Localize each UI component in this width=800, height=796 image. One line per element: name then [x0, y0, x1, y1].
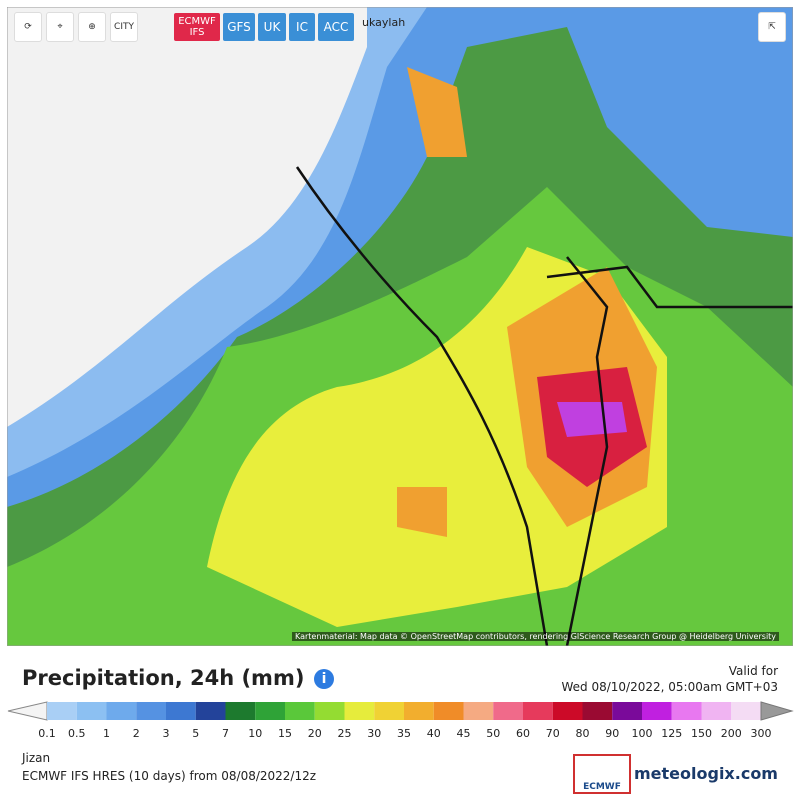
legend-label: 150 — [691, 727, 712, 740]
legend-swatch — [731, 702, 761, 720]
legend-swatch — [225, 702, 256, 720]
legend-swatch — [701, 702, 732, 720]
legend-label: 100 — [632, 727, 653, 740]
legend-swatch — [106, 702, 137, 720]
legend-label: 3 — [163, 727, 170, 740]
legend-label: 0.5 — [68, 727, 86, 740]
valid-label: Valid for — [728, 664, 778, 678]
model-button[interactable]: ACC — [318, 13, 354, 41]
legend-swatch — [612, 702, 642, 720]
legend-swatch — [47, 702, 77, 720]
legend-swatch — [344, 702, 375, 720]
legend-label: 2 — [133, 727, 140, 740]
info-button[interactable]: i — [314, 669, 334, 689]
legend-label: 30 — [367, 727, 381, 740]
legend-label: 25 — [338, 727, 352, 740]
legend-swatch — [433, 702, 464, 720]
legend-label: 35 — [397, 727, 411, 740]
legend-swatch — [463, 702, 494, 720]
legend-arrow-left — [7, 701, 48, 721]
legend-swatch — [582, 702, 613, 720]
zoom-button[interactable]: ⊕ — [78, 12, 106, 42]
map — [7, 7, 793, 646]
location-button[interactable]: ⌖ — [46, 12, 74, 42]
legend-label: 1 — [103, 727, 110, 740]
legend-swatch — [493, 702, 523, 720]
legend-swatch — [285, 702, 315, 720]
legend-label: 0.1 — [38, 727, 56, 740]
refresh-button[interactable]: ⟳ — [14, 12, 42, 42]
legend-label: 40 — [427, 727, 441, 740]
legend-label: 5 — [192, 727, 199, 740]
legend-arrow-right — [760, 701, 794, 721]
model-button[interactable]: IC — [289, 13, 315, 41]
share-button[interactable]: ⇱ — [758, 12, 786, 42]
legend-swatch — [523, 702, 553, 720]
legend-label: 125 — [661, 727, 682, 740]
model-button[interactable]: ECMWF IFS — [174, 13, 220, 41]
legend-swatch — [136, 702, 166, 720]
legend-label: 300 — [751, 727, 772, 740]
legend-label: 20 — [308, 727, 322, 740]
model-button[interactable]: GFS — [223, 13, 255, 41]
legend-swatch — [552, 702, 583, 720]
legend-swatch — [374, 702, 404, 720]
legend-swatch — [255, 702, 285, 720]
legend-swatch — [166, 702, 196, 720]
legend-swatch — [404, 702, 434, 720]
place-label: ukaylah — [362, 16, 406, 29]
valid-time: Wed 08/10/2022, 05:00am GMT+03 — [561, 680, 778, 694]
attribution: Kartenmaterial: Map data © OpenStreetMap… — [292, 632, 780, 641]
legend-label: 70 — [546, 727, 560, 740]
brand: meteologix.com — [634, 764, 778, 783]
legend-label: 50 — [486, 727, 500, 740]
legend-swatch — [671, 702, 702, 720]
legend-swatch — [314, 702, 345, 720]
legend-label: 45 — [457, 727, 471, 740]
legend-label: 200 — [721, 727, 742, 740]
model-button[interactable]: UK — [258, 13, 286, 41]
legend-label: 60 — [516, 727, 530, 740]
legend-label: 7 — [222, 727, 229, 740]
legend-swatch — [76, 702, 107, 720]
model-info: ECMWF IFS HRES (10 days) from 08/08/2022… — [22, 769, 317, 783]
legend: 0.1 0.5 1 2 3 5 7 10 15 20 25 30 35 40 45 50 60 70 80 90 100… — [7, 701, 794, 740]
legend-label: 15 — [278, 727, 292, 740]
legend-label: 90 — [605, 727, 619, 740]
city-button[interactable]: CITY — [110, 12, 138, 42]
title: Precipitation, 24h (mm) — [22, 666, 305, 690]
legend-label: 80 — [576, 727, 590, 740]
legend-swatch — [642, 702, 672, 720]
ecmwf-logo: ECMWF — [573, 754, 631, 794]
location: Jizan — [22, 751, 51, 765]
legend-label: 10 — [248, 727, 262, 740]
legend-swatch — [195, 702, 226, 720]
